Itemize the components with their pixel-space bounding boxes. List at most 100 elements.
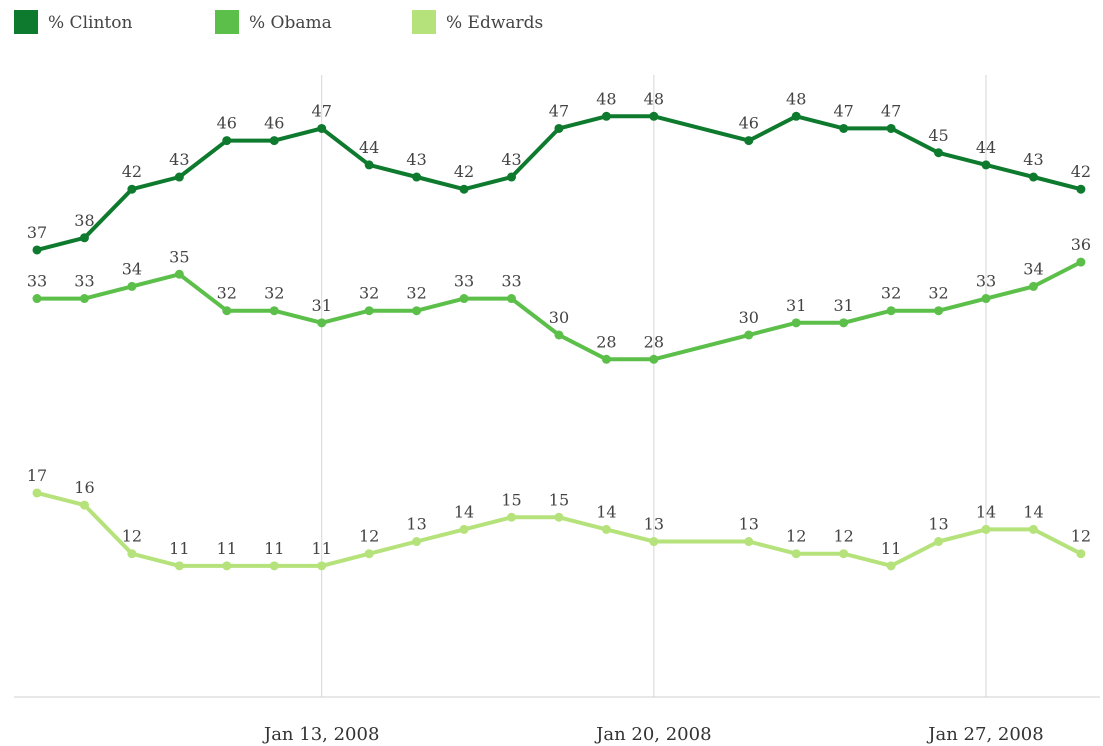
series-line (35, 490, 1083, 568)
data-label: 33 (454, 272, 474, 291)
data-label: 43 (169, 150, 189, 169)
data-label: 37 (27, 223, 47, 242)
data-point (507, 512, 516, 522)
data-label: 32 (264, 284, 284, 303)
data-label: 12 (833, 527, 853, 546)
data-label: 14 (454, 502, 474, 521)
data-point (269, 561, 279, 571)
data-label: 47 (549, 101, 569, 120)
data-label: 46 (739, 114, 759, 133)
data-label: 38 (74, 211, 94, 230)
data-point (174, 172, 184, 182)
data-label: 12 (1071, 527, 1091, 546)
data-point (364, 160, 374, 170)
data-label: 33 (74, 272, 94, 291)
data-label: 15 (549, 490, 569, 509)
data-point (317, 123, 327, 133)
data-point (554, 123, 564, 133)
legend: % Clinton % Obama % Edwards (14, 10, 543, 34)
data-point (1076, 549, 1086, 559)
data-label: 33 (976, 272, 996, 291)
data-point (1028, 281, 1038, 291)
legend-label: % Obama (249, 13, 332, 33)
data-label: 12 (122, 527, 142, 546)
x-tick-label: Jan 27, 2008 (926, 724, 1043, 745)
data-label: 48 (644, 89, 664, 108)
legend-item-0: % Clinton (14, 10, 132, 34)
series-line (35, 260, 1083, 362)
data-point (317, 318, 327, 328)
data-point (507, 294, 516, 304)
data-point (934, 148, 944, 158)
x-axis-ticks: Jan 13, 2008 Jan 20, 2008 Jan 27, 2008 (262, 724, 1044, 745)
data-point (649, 354, 659, 364)
data-label: 42 (454, 162, 474, 181)
data-label: 32 (359, 284, 379, 303)
data-point (507, 172, 516, 182)
data-label: 12 (786, 527, 806, 546)
legend-swatch (215, 10, 239, 34)
data-label: 11 (312, 539, 332, 558)
data-point (79, 294, 89, 304)
data-point (127, 281, 137, 291)
data-label: 15 (501, 490, 521, 509)
data-point (1028, 172, 1038, 182)
series-2: 17 16 12 11 11 11 11 12 13 14 15 15 14 13 13 12 12 11 13 14… (27, 466, 1091, 571)
data-label: 32 (928, 284, 948, 303)
legend-item-2: % Edwards (412, 10, 543, 34)
data-label: 11 (169, 539, 189, 558)
data-label: 48 (596, 89, 616, 108)
data-label: 11 (264, 539, 284, 558)
series-1: 33 33 34 35 32 32 31 32 32 33 33 30 28 28 30 31 31 32 32 33… (27, 235, 1091, 364)
data-point (839, 318, 849, 328)
data-label: 28 (596, 332, 616, 351)
data-label: 34 (122, 259, 142, 278)
data-label: 36 (1071, 235, 1091, 254)
data-point (269, 136, 279, 146)
legend-label: % Edwards (446, 13, 543, 33)
data-label: 32 (217, 284, 237, 303)
series-group: 37 38 42 43 46 46 47 44 43 42 43 47 48 48 46 48 47 47 45 44… (27, 89, 1091, 571)
data-point (79, 233, 89, 243)
data-point (981, 294, 991, 304)
data-point (412, 306, 422, 316)
data-label: 13 (644, 515, 664, 534)
data-point (1076, 257, 1086, 267)
data-point (554, 330, 564, 340)
data-label: 47 (881, 101, 901, 120)
data-point (1076, 184, 1086, 194)
data-point (222, 561, 232, 571)
data-label: 28 (644, 332, 664, 351)
data-point (1028, 524, 1038, 534)
legend-swatch (14, 10, 38, 34)
data-label: 46 (217, 114, 237, 133)
data-point (744, 136, 754, 146)
data-label: 43 (406, 150, 426, 169)
data-label: 43 (1023, 150, 1043, 169)
data-label: 11 (217, 539, 237, 558)
data-point (791, 318, 801, 328)
data-point (886, 306, 896, 316)
data-point (127, 549, 137, 559)
data-point (981, 524, 991, 534)
data-label: 14 (596, 502, 616, 521)
data-point (174, 269, 184, 279)
data-point (459, 524, 469, 534)
data-point (269, 306, 279, 316)
data-label: 31 (312, 296, 332, 315)
data-point (222, 306, 232, 316)
data-label: 16 (74, 478, 94, 497)
x-tick-label: Jan 20, 2008 (594, 724, 711, 745)
data-label: 32 (881, 284, 901, 303)
data-label: 44 (976, 138, 996, 157)
data-point (744, 330, 754, 340)
data-point (79, 500, 89, 510)
data-label: 47 (833, 101, 853, 120)
data-point (127, 184, 137, 194)
legend-swatch (412, 10, 436, 34)
data-label: 32 (406, 284, 426, 303)
data-point (412, 172, 422, 182)
data-point (554, 512, 564, 522)
data-label: 14 (976, 502, 996, 521)
data-point (364, 549, 374, 559)
